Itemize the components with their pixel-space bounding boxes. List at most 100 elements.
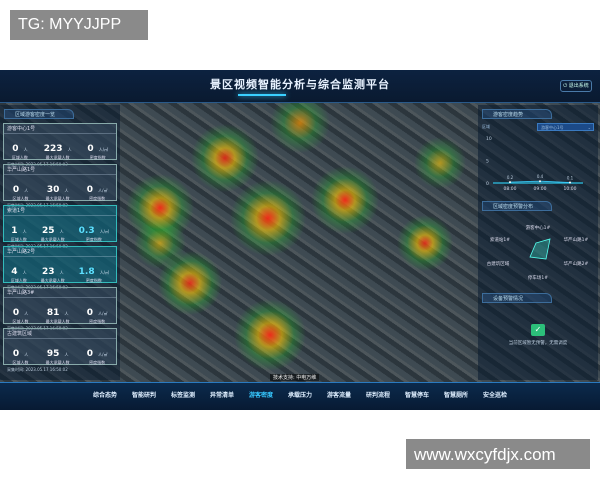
data-point <box>539 180 541 183</box>
index-label: 密度指数 <box>85 237 102 242</box>
nav-tab[interactable]: 异常清单 <box>209 392 234 399</box>
exit-label: 退出系统 <box>568 83 589 89</box>
chevron-down-icon: ⌄ <box>587 125 591 130</box>
unit: 人/㎡ <box>99 229 110 234</box>
bottom-nav: 综合态势 智能研判 标签监测 异常清单 游客密度 承载压力 游客流量 研判流程 智慧停车 智慧厕所… <box>0 382 600 410</box>
max-value: 95 <box>46 349 60 359</box>
region-index: 0 人/㎡ 密度指数 <box>87 177 108 202</box>
region-index: 0 人/㎡ 密度指数 <box>87 341 108 366</box>
count-label: 区域人数 <box>12 319 29 324</box>
unit: 人 <box>22 270 27 275</box>
left-panel-title: 区域游客密度一览 <box>4 109 74 119</box>
nav-tab[interactable]: 标签监测 <box>170 392 195 399</box>
max-label: 最大承载人数 <box>45 196 70 201</box>
y-tick-label: 0 <box>486 181 489 187</box>
exit-button[interactable]: ⏻ 退出系统 <box>560 80 592 92</box>
nav-tab[interactable]: 智慧厕所 <box>443 392 468 399</box>
nav-tab[interactable]: 综合态势 <box>92 392 117 399</box>
region-max: 81 人最大承载人数 <box>46 300 70 325</box>
x-tick-label: 08:00 <box>504 186 517 192</box>
region-name: 索道1号 <box>4 206 116 216</box>
region-max: 223 人最大承载人数 <box>44 136 72 161</box>
nav-tab[interactable]: 智能研判 <box>131 392 156 399</box>
title-underline <box>238 94 286 96</box>
count-value: 0 <box>12 308 20 318</box>
page-title: 景区视频智能分析与综合监测平台 <box>210 78 390 91</box>
unit: 人 <box>24 311 29 316</box>
nav-tab[interactable]: 承载压力 <box>287 392 312 399</box>
unit: 人/㎡ <box>98 352 108 357</box>
radar-label: 华严山路1# <box>564 236 589 243</box>
count-value: 0 <box>12 144 19 154</box>
watermark-bottom-right: www.wxcyfdjx.com <box>406 439 590 469</box>
count-value: 1 <box>11 226 18 236</box>
index-label: 密度指数 <box>89 360 106 365</box>
unit: 人/㎡ <box>98 188 108 193</box>
region-max: 25 人最大承载人数 <box>41 218 65 243</box>
trend-chart: 0 5 10 0.2 08:00 0.4 09:00 0.1 10:00 <box>486 136 583 192</box>
unit: 人/㎡ <box>99 270 110 275</box>
nav-tab[interactable]: 安全巡检 <box>482 392 507 399</box>
y-tick-label: 5 <box>486 159 489 165</box>
nav-tab[interactable]: 游客流量 <box>326 392 351 399</box>
index-value: 0 <box>86 185 93 195</box>
nav-tab[interactable]: 游客密度 <box>248 392 273 399</box>
unit: 人 <box>59 270 64 275</box>
data-label: 0.2 <box>507 175 514 180</box>
index-label: 密度指数 <box>89 319 106 324</box>
data-point <box>509 181 511 184</box>
radar-label: 古建筑区域 <box>487 260 510 267</box>
region-name: 华严山路1号 <box>4 165 116 175</box>
radar-label: 游客中心1# <box>526 224 551 231</box>
unit: 人 <box>24 352 29 357</box>
watermark-top-left: TG: MYYJJPP <box>10 10 148 40</box>
index-value: 1.8 <box>78 267 95 277</box>
region-max: 23 人最大承载人数 <box>41 259 65 284</box>
region-index: 0.3 人/㎡ 密度指数 <box>79 218 109 243</box>
region-card[interactable]: 古建筑区域 0 人区域人数 95 人最大承载人数 0 人/㎡ 密度指数 采集时间:… <box>3 328 117 372</box>
region-count: 0 人区域人数 <box>13 300 29 325</box>
index-label: 密度指数 <box>85 278 102 283</box>
max-label: 最大承载人数 <box>45 319 70 324</box>
unit: 人 <box>64 311 69 316</box>
dashboard: 景区视频智能分析与综合监测平台 ⏻ 退出系统 区域游客密度一览 游客中心1号 0… <box>0 70 600 410</box>
count-value: 0 <box>12 185 20 195</box>
warning-message: 当前区域暂无预警，无需调度 <box>508 341 568 346</box>
distribution-title: 区域密度预警分布 <box>482 201 552 211</box>
region-select[interactable]: 游客中心1号 ⌄ <box>537 123 594 131</box>
data-label: 0.4 <box>537 174 544 179</box>
region-count: 0 人区域人数 <box>13 341 29 366</box>
region-select-label: 区域 <box>482 124 490 129</box>
unit: 人 <box>67 147 72 152</box>
unit: 人 <box>24 188 29 193</box>
index-label: 密度指数 <box>89 155 106 160</box>
data-point <box>569 181 571 184</box>
x-tick-label: 09:00 <box>534 186 547 192</box>
region-name: 华严山路2号 <box>4 247 116 257</box>
max-value: 25 <box>41 226 55 236</box>
index-value: 0 <box>86 308 93 318</box>
max-label: 最大承载人数 <box>40 278 65 283</box>
region-count: 0 人区域人数 <box>13 177 29 202</box>
unit: 人 <box>23 147 28 152</box>
count-label: 区域人数 <box>11 155 28 160</box>
y-tick-label: 10 <box>486 136 492 142</box>
warning-title: 设备预警情况 <box>482 293 552 303</box>
radar-label: 索道站1# <box>490 236 510 243</box>
count-value: 0 <box>12 349 20 359</box>
unit: 人 <box>59 229 64 234</box>
collect-time: 采集时间: 2023.05.17 16:50:02 <box>7 367 68 372</box>
region-name: 古建筑区域 <box>4 329 116 339</box>
nav-tab[interactable]: 智慧停车 <box>404 392 429 399</box>
distribution-radar: 游客中心1# 索道站1# 华严山路1# 古建筑区域 华严山路2# 停车场1# <box>487 224 589 281</box>
region-index: 0 人/㎡ 密度指数 <box>87 300 108 325</box>
max-label: 最大承载人数 <box>40 237 65 242</box>
max-value: 223 <box>43 144 63 154</box>
nav-tab[interactable]: 研判流程 <box>365 392 390 399</box>
